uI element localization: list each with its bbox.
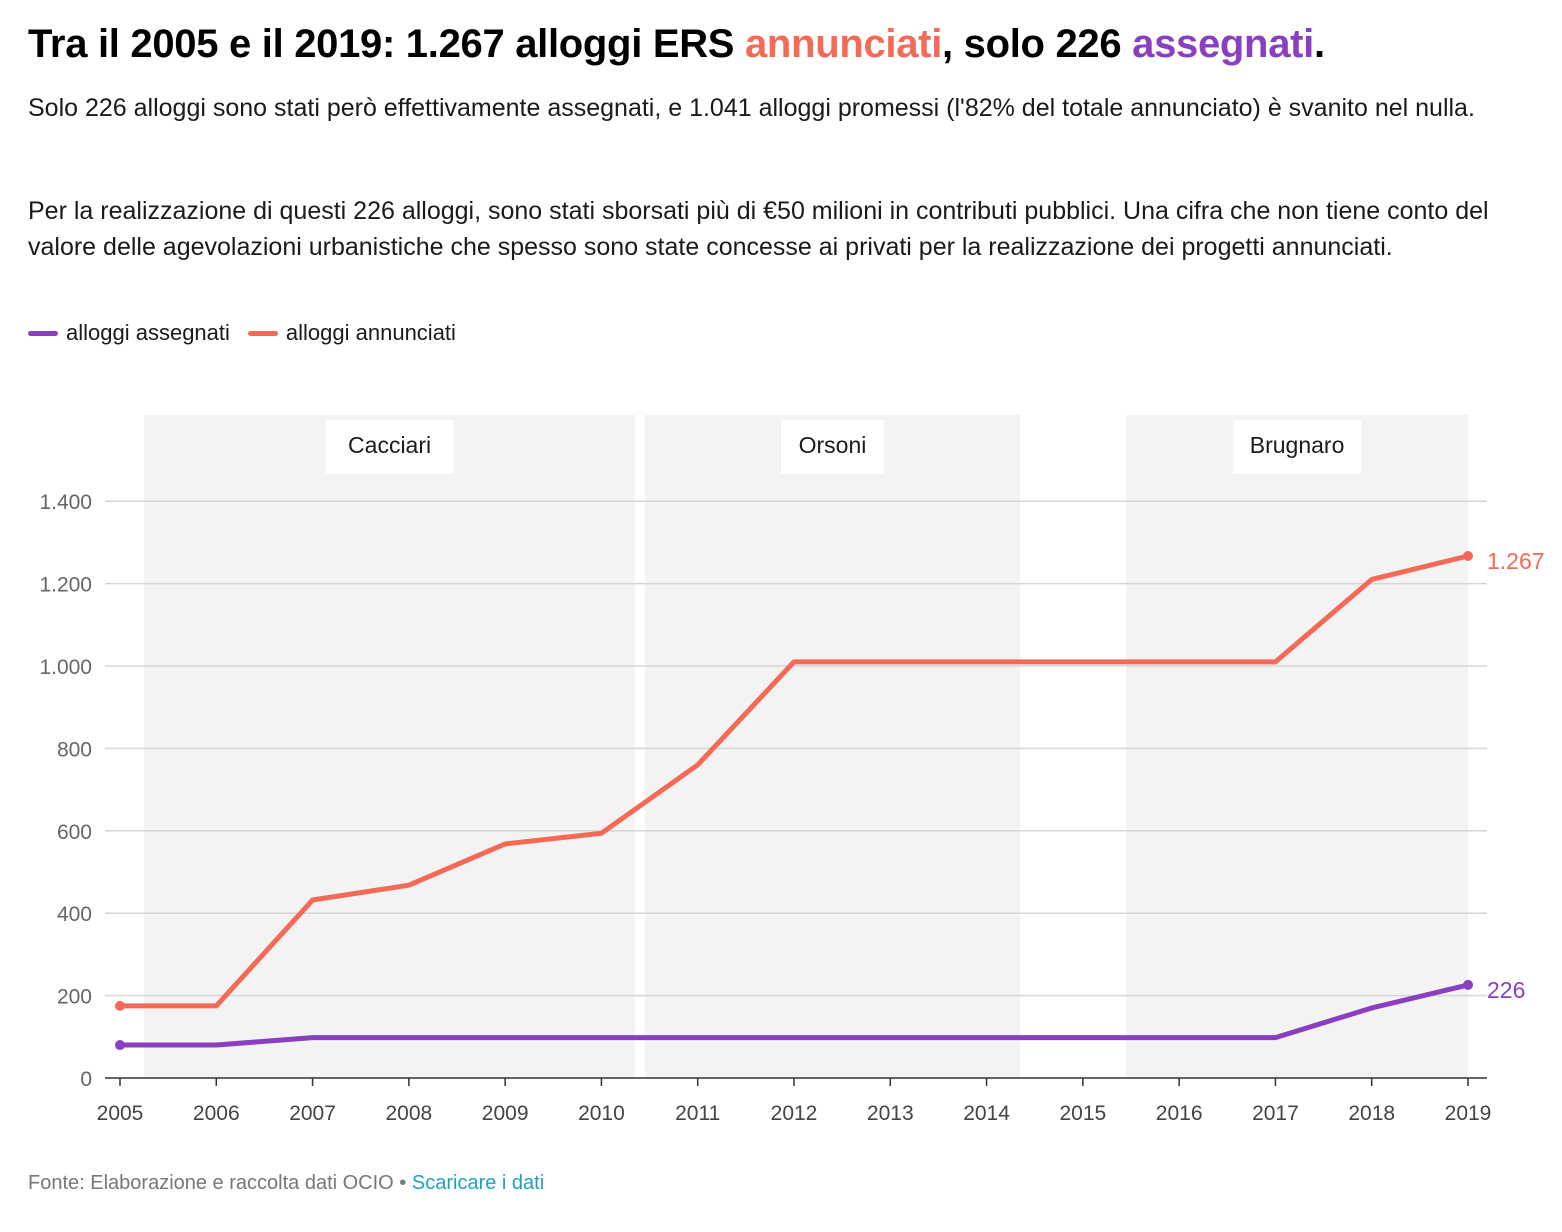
x-tick-label: 2012 — [771, 1102, 818, 1125]
x-tick-label: 2014 — [963, 1102, 1010, 1125]
download-data-link[interactable]: Scaricare i dati — [411, 1172, 545, 1194]
source-text: Fonte: Elaborazione e raccolta dati OCIO — [28, 1172, 394, 1194]
y-tick-label: 1.400 — [39, 491, 92, 514]
x-tick-label: 2008 — [385, 1102, 432, 1125]
term-band-brugnaro — [1126, 415, 1468, 1078]
chart-footer: Fonte: Elaborazione e raccolta dati OCIO… — [28, 1172, 544, 1195]
x-tick-label: 2007 — [289, 1102, 336, 1125]
legend-item-assegnati[interactable]: alloggi assegnati — [28, 320, 230, 346]
x-tick-label: 2006 — [193, 1102, 240, 1125]
legend-label-annunciati: alloggi annunciati — [285, 320, 456, 345]
series-end-point-annunciati — [1463, 550, 1473, 561]
x-tick-label: 2015 — [1059, 1102, 1106, 1125]
y-tick-label: 0 — [80, 1068, 92, 1091]
title-part-1: Tra il 2005 e il 2019: 1.267 alloggi ERS — [28, 22, 745, 66]
series-line-assegnati — [117, 982, 1471, 1048]
series-end-point-assegnati — [1463, 979, 1473, 990]
term-band-cacciari — [144, 415, 636, 1078]
series-start-point-annunciati — [115, 1000, 125, 1011]
term-band-orsoni — [644, 415, 1021, 1078]
chart-description-1: Solo 226 alloggi sono stati però effetti… — [28, 94, 1475, 122]
legend-swatch-assegnati — [28, 330, 58, 336]
y-tick-label: 1.000 — [39, 656, 92, 679]
chart-title: Tra il 2005 e il 2019: 1.267 alloggi ERS… — [28, 22, 1325, 67]
x-tick-label: 2016 — [1156, 1102, 1203, 1125]
x-tick-label: 2005 — [97, 1102, 144, 1125]
title-highlight-annunciati: annunciati — [744, 22, 943, 66]
chart-legend: alloggi assegnati alloggi annunciati — [28, 320, 474, 346]
end-value-label-assegnati: 226 — [1487, 977, 1525, 1003]
y-tick-label: 400 — [57, 903, 92, 926]
y-tick-label: 600 — [57, 821, 92, 844]
legend-item-annunciati[interactable]: alloggi annunciati — [247, 320, 456, 346]
end-value-label-annunciati: 1.267 — [1487, 548, 1545, 574]
x-tick-label: 2011 — [675, 1102, 720, 1125]
title-part-3: . — [1313, 22, 1325, 66]
term-label-box — [1233, 420, 1362, 474]
line-chart: 0 200 400 600 800 1.000 1.200 1.400 Cacciari Orso… — [39, 415, 1545, 1125]
term-label-box — [325, 420, 454, 474]
x-tick-label: 2009 — [482, 1102, 529, 1125]
x-tick-label: 2018 — [1348, 1102, 1395, 1125]
x-tick-label: 2017 — [1252, 1102, 1299, 1125]
y-tick-label: 800 — [57, 738, 92, 761]
term-label-orsoni: Orsoni — [799, 432, 867, 458]
footer-separator: • — [393, 1172, 412, 1194]
series-start-point-assegnati — [115, 1040, 125, 1051]
y-tick-label: 200 — [57, 986, 92, 1009]
term-label-cacciari: Cacciari — [348, 432, 431, 458]
title-part-2: , solo 226 — [942, 22, 1133, 66]
title-highlight-assegnati: assegnati — [1132, 22, 1314, 66]
y-tick-label: 1.200 — [39, 574, 92, 597]
chart-description-2: Per la realizzazione di questi 226 allog… — [28, 197, 1489, 261]
legend-swatch-annunciati — [247, 330, 278, 336]
legend-label-assegnati: alloggi assegnati — [66, 320, 230, 345]
x-tick-label: 2019 — [1445, 1102, 1492, 1125]
series-line-annunciati — [117, 553, 1471, 1009]
term-label-box — [781, 420, 885, 474]
x-tick-label: 2010 — [578, 1102, 625, 1125]
x-tick-label: 2013 — [867, 1102, 914, 1125]
term-label-brugnaro: Brugnaro — [1250, 432, 1345, 458]
